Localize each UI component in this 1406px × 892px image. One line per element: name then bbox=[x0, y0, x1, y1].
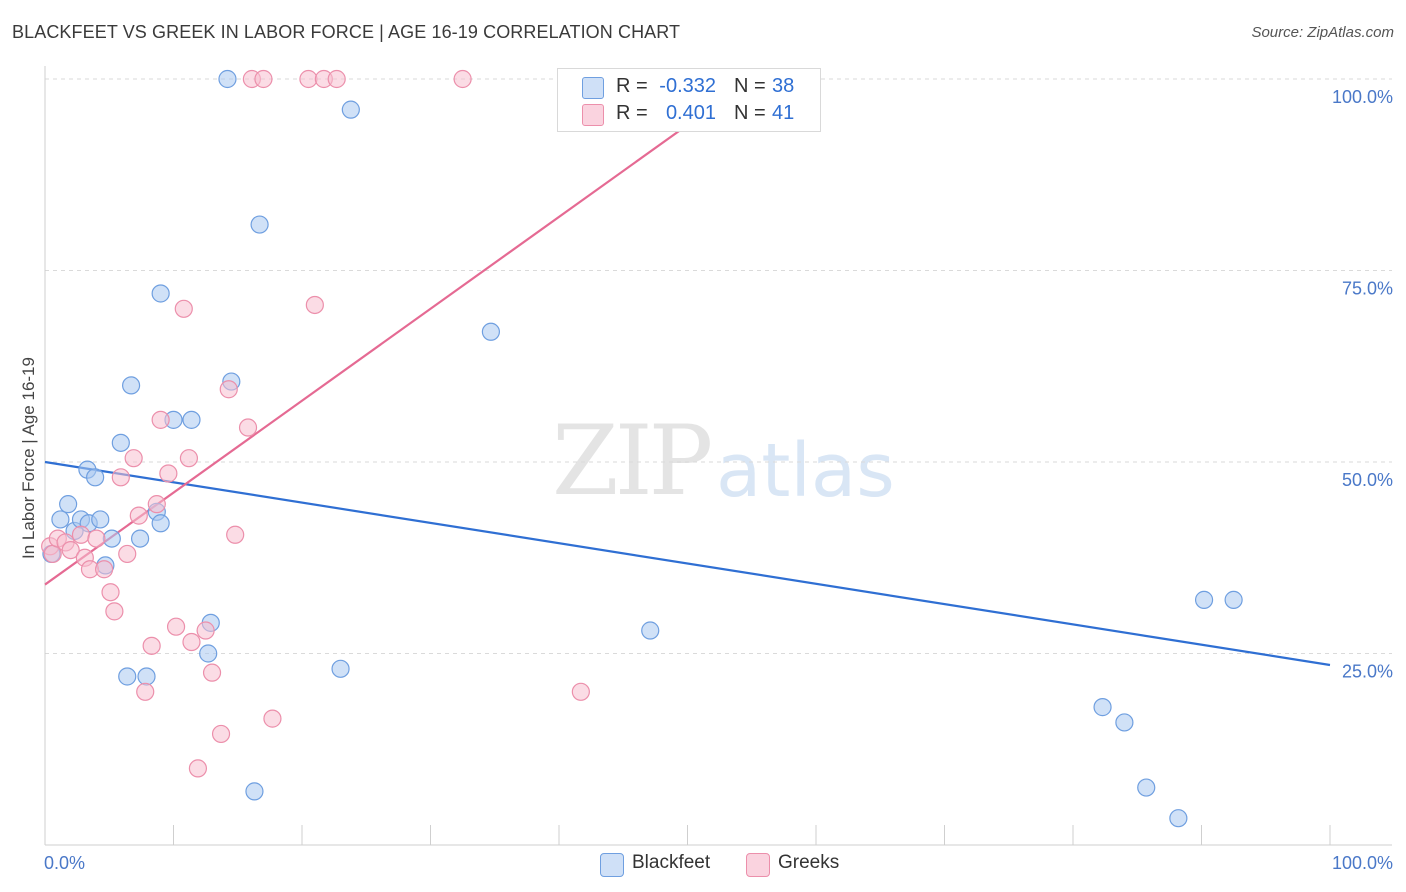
point-greeks bbox=[238, 418, 258, 437]
point-blackfeet bbox=[151, 284, 170, 303]
y-tick-label: 25.0% bbox=[1342, 662, 1393, 682]
point-greeks bbox=[305, 295, 324, 315]
point-greeks bbox=[124, 449, 143, 468]
point-blackfeet bbox=[137, 667, 156, 686]
legend-n-label: N = bbox=[734, 75, 766, 97]
point-greeks bbox=[61, 540, 80, 560]
point-greeks bbox=[118, 544, 137, 564]
point-greeks bbox=[179, 449, 199, 468]
point-blackfeet bbox=[111, 433, 130, 452]
y-axis-label: In Labor Force | Age 16-19 bbox=[19, 357, 38, 559]
point-greeks bbox=[159, 464, 178, 483]
point-blackfeet bbox=[151, 514, 170, 533]
point-blackfeet bbox=[218, 69, 237, 89]
point-greeks bbox=[87, 529, 106, 548]
y-tick-label: 100.0% bbox=[1332, 87, 1393, 107]
series-label-greeks: Greeks bbox=[778, 852, 840, 873]
point-greeks bbox=[254, 69, 273, 89]
series-swatch-greeks bbox=[746, 853, 770, 877]
watermark-zip: ZIP bbox=[552, 405, 713, 517]
point-greeks bbox=[219, 380, 238, 399]
point-blackfeet bbox=[1093, 698, 1112, 717]
point-greeks bbox=[263, 709, 282, 728]
y-tick-label: 75.0% bbox=[1342, 279, 1393, 299]
point-greeks bbox=[101, 583, 120, 602]
point-greeks bbox=[151, 410, 170, 429]
point-greeks bbox=[166, 617, 186, 636]
y-tick-label: 50.0% bbox=[1342, 470, 1393, 490]
point-blackfeet bbox=[91, 510, 110, 529]
x-tick-label: 0.0% bbox=[44, 853, 85, 873]
point-greeks bbox=[453, 69, 472, 89]
legend-row-greeks: R = 0.401 N = 41 bbox=[558, 101, 820, 127]
point-blackfeet bbox=[51, 510, 70, 529]
point-blackfeet bbox=[481, 322, 500, 341]
point-greeks bbox=[327, 69, 346, 89]
axes bbox=[44, 66, 1392, 846]
point-greeks bbox=[95, 560, 114, 579]
point-blackfeet bbox=[245, 782, 264, 801]
point-blackfeet bbox=[102, 529, 121, 548]
point-blackfeet bbox=[130, 529, 150, 548]
point-blackfeet bbox=[641, 621, 660, 640]
data-points bbox=[41, 69, 1243, 828]
point-greeks bbox=[571, 682, 590, 701]
legend-r-label: R = bbox=[616, 102, 648, 124]
point-greeks bbox=[174, 299, 193, 318]
trend-line-blackfeet bbox=[44, 460, 1331, 667]
point-greeks bbox=[71, 525, 91, 544]
legend-swatch-blackfeet bbox=[582, 77, 604, 99]
point-blackfeet bbox=[1137, 778, 1156, 797]
legend-r-value: -0.332 bbox=[659, 75, 716, 97]
legend-r-value: 0.401 bbox=[665, 102, 716, 124]
point-greeks bbox=[147, 495, 166, 514]
chart-title: BLACKFEET VS GREEK IN LABOR FORCE | AGE … bbox=[12, 22, 681, 42]
legend-row-blackfeet: R = -0.332 N = 38 bbox=[558, 74, 820, 100]
legend-n-label: N = bbox=[734, 102, 766, 124]
legend-n-value: 38 bbox=[772, 75, 795, 97]
point-blackfeet bbox=[1115, 713, 1134, 732]
point-blackfeet bbox=[121, 376, 141, 395]
point-blackfeet bbox=[1224, 590, 1243, 609]
point-greeks bbox=[111, 468, 130, 487]
correlation-legend: R = -0.332 N = 38 R = 0.401 N = 41 bbox=[557, 68, 821, 132]
trend-lines bbox=[44, 124, 1331, 667]
legend-n-value: 41 bbox=[772, 102, 795, 124]
series-label-blackfeet: Blackfeet bbox=[632, 852, 711, 873]
watermark-atlas: atlas bbox=[716, 428, 895, 514]
x-tick-label: 100.0% bbox=[1332, 853, 1393, 873]
point-blackfeet bbox=[1169, 809, 1188, 828]
point-blackfeet bbox=[341, 100, 360, 119]
legend-r-label: R = bbox=[616, 75, 648, 97]
point-greeks bbox=[196, 621, 215, 640]
point-blackfeet bbox=[182, 410, 201, 429]
series-swatch-blackfeet bbox=[600, 853, 624, 877]
point-greeks bbox=[211, 724, 231, 744]
point-greeks bbox=[136, 682, 155, 701]
point-blackfeet bbox=[1194, 590, 1214, 609]
point-greeks bbox=[142, 636, 161, 655]
point-blackfeet bbox=[86, 468, 105, 487]
point-greeks bbox=[182, 632, 201, 652]
point-blackfeet bbox=[199, 644, 218, 663]
point-blackfeet bbox=[59, 495, 78, 514]
source-label: Source: ZipAtlas.com bbox=[1251, 24, 1394, 41]
point-greeks bbox=[105, 602, 124, 621]
point-greeks bbox=[202, 663, 222, 682]
point-greeks bbox=[226, 525, 245, 544]
point-blackfeet bbox=[331, 659, 350, 678]
legend-swatch-greeks bbox=[582, 104, 604, 126]
tick-labels: 25.0% 50.0% 75.0% 100.0% 0.0% 100.0% bbox=[44, 87, 1393, 873]
point-blackfeet bbox=[118, 667, 137, 686]
point-blackfeet bbox=[250, 215, 269, 234]
point-greeks bbox=[129, 506, 148, 525]
point-greeks bbox=[299, 69, 318, 89]
point-greeks bbox=[188, 759, 208, 778]
